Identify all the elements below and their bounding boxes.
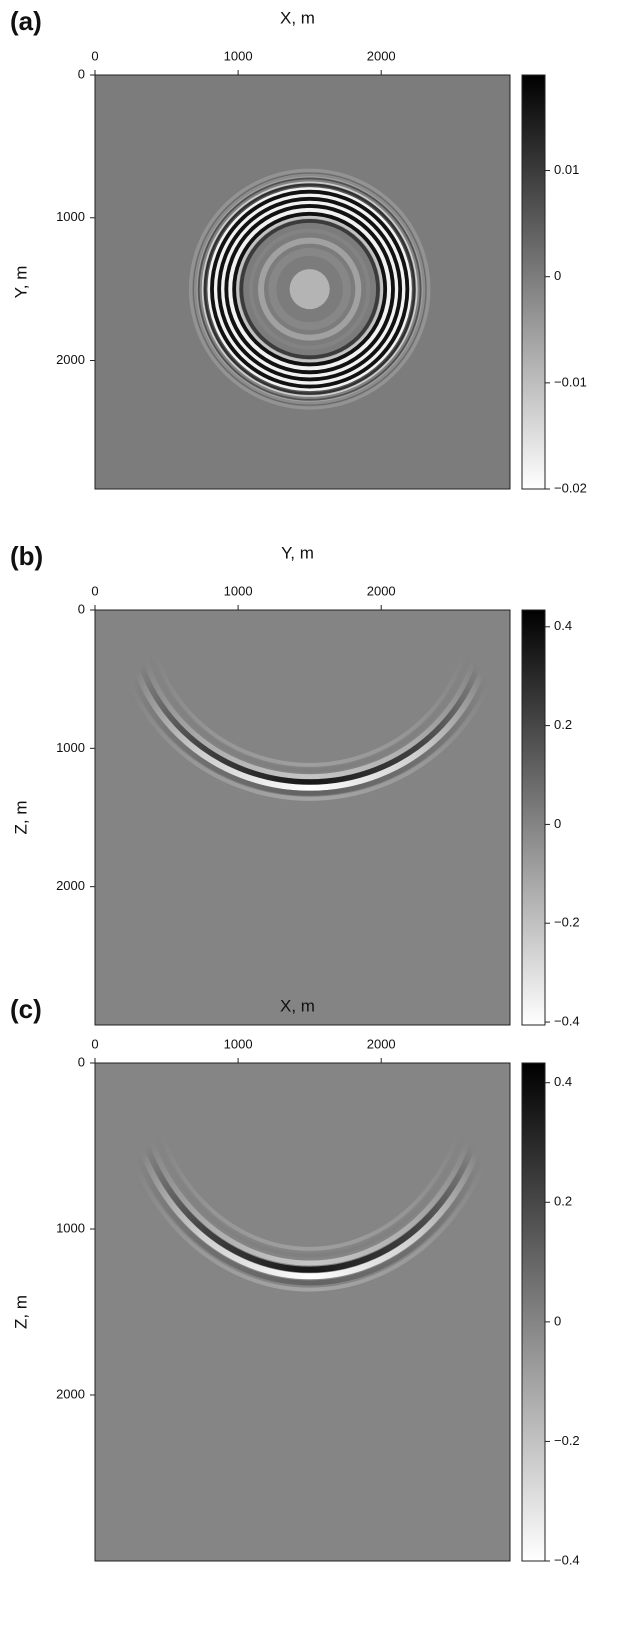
wavefield-ring [258, 237, 362, 341]
x-tick-label: 1000 [224, 583, 253, 598]
x-tick-label: 0 [91, 48, 98, 63]
wavefield-ring [223, 203, 396, 375]
y-tick-label: 2000 [56, 1386, 85, 1401]
panel-label: (a) [10, 6, 42, 36]
wavefield-arc [134, 1063, 485, 1266]
wavefield-ring [228, 207, 392, 371]
colorbar-tick-label: 0.01 [554, 162, 579, 177]
wavefield-ring [206, 185, 414, 393]
colorbar-tick-label: 0 [554, 816, 561, 831]
colorbar [521, 1062, 546, 1562]
colorbar-tick-label: −0.01 [554, 374, 587, 389]
colorbar-tick-label: −0.4 [554, 1552, 580, 1567]
wavefield-ring [231, 211, 388, 368]
wavefield-ring [193, 173, 426, 405]
panel-label: (b) [10, 541, 43, 571]
colorbar-tick-label: −0.2 [554, 915, 580, 930]
wavefield-arc [117, 1063, 502, 1286]
wavefield-ring [216, 196, 403, 383]
wavefield-arc [141, 610, 478, 773]
colorbar [521, 609, 546, 1026]
colorbar-tick-label: −0.02 [554, 480, 587, 495]
plot-frame [94, 1062, 511, 1562]
y-axis-title: Z, m [11, 1295, 30, 1329]
wavefield-arc [141, 1063, 478, 1258]
wavefield-center [289, 269, 330, 310]
colorbar-tick-label: 0.2 [554, 717, 572, 732]
x-axis-title: Y, m [281, 543, 314, 562]
x-tick-label: 2000 [367, 1036, 396, 1051]
y-tick-label: 1000 [56, 1220, 85, 1235]
wavefield [188, 168, 431, 410]
wavefield-ring [199, 179, 420, 399]
colorbar-tick-label: −0.2 [554, 1433, 580, 1448]
x-axis-title: X, m [280, 996, 315, 1015]
wavefield-arc [117, 610, 502, 796]
wavefield-ring [220, 200, 399, 379]
y-tick-label: 0 [78, 601, 85, 616]
x-axis-title: X, m [280, 8, 315, 27]
colorbar-tick-label: 0 [554, 268, 561, 283]
wavefield-arc [107, 1063, 510, 1297]
panel-label: (c) [10, 994, 42, 1024]
colorbar-tick-label: 0 [554, 1313, 561, 1328]
y-tick-label: 0 [78, 66, 85, 81]
wavefield-ring [197, 176, 423, 402]
x-tick-label: 2000 [367, 48, 396, 63]
wavefield-arc [122, 1063, 497, 1280]
x-tick-label: 0 [91, 1036, 98, 1051]
plot-frame [94, 74, 511, 490]
wavefield-ring [202, 182, 417, 396]
wavefield-ring [248, 228, 371, 350]
x-tick-label: 2000 [367, 583, 396, 598]
y-axis-title: Z, m [11, 801, 30, 835]
x-tick-label: 1000 [224, 48, 253, 63]
colorbar [521, 74, 546, 490]
wavefield-ring [188, 168, 431, 410]
wavefield-arc [107, 610, 510, 806]
plot-frame [94, 609, 511, 1026]
y-axis-title: Y, m [11, 266, 30, 299]
y-tick-label: 1000 [56, 740, 85, 755]
wavefield-arc [147, 610, 472, 767]
y-tick-label: 2000 [56, 352, 85, 367]
x-tick-label: 1000 [224, 1036, 253, 1051]
wavefield-arc [112, 610, 507, 801]
wavefield-ring [213, 192, 407, 386]
y-tick-label: 1000 [56, 209, 85, 224]
wavefield-arc [128, 610, 491, 786]
colorbar-tick-label: 0.2 [554, 1194, 572, 1209]
wavefield-ring [238, 218, 381, 360]
y-tick-label: 2000 [56, 878, 85, 893]
colorbar-tick-label: 0.4 [554, 618, 572, 633]
wavefield-ring [235, 215, 384, 364]
wavefield-ring [268, 248, 351, 331]
x-tick-label: 0 [91, 583, 98, 598]
colorbar-tick-label: 0.4 [554, 1074, 572, 1089]
wavefield-arc [122, 610, 497, 791]
colorbar-tick-label: −0.4 [554, 1013, 580, 1028]
wavefield-ring [209, 189, 410, 390]
wavefield-ring [192, 171, 428, 407]
y-tick-label: 0 [78, 1054, 85, 1069]
